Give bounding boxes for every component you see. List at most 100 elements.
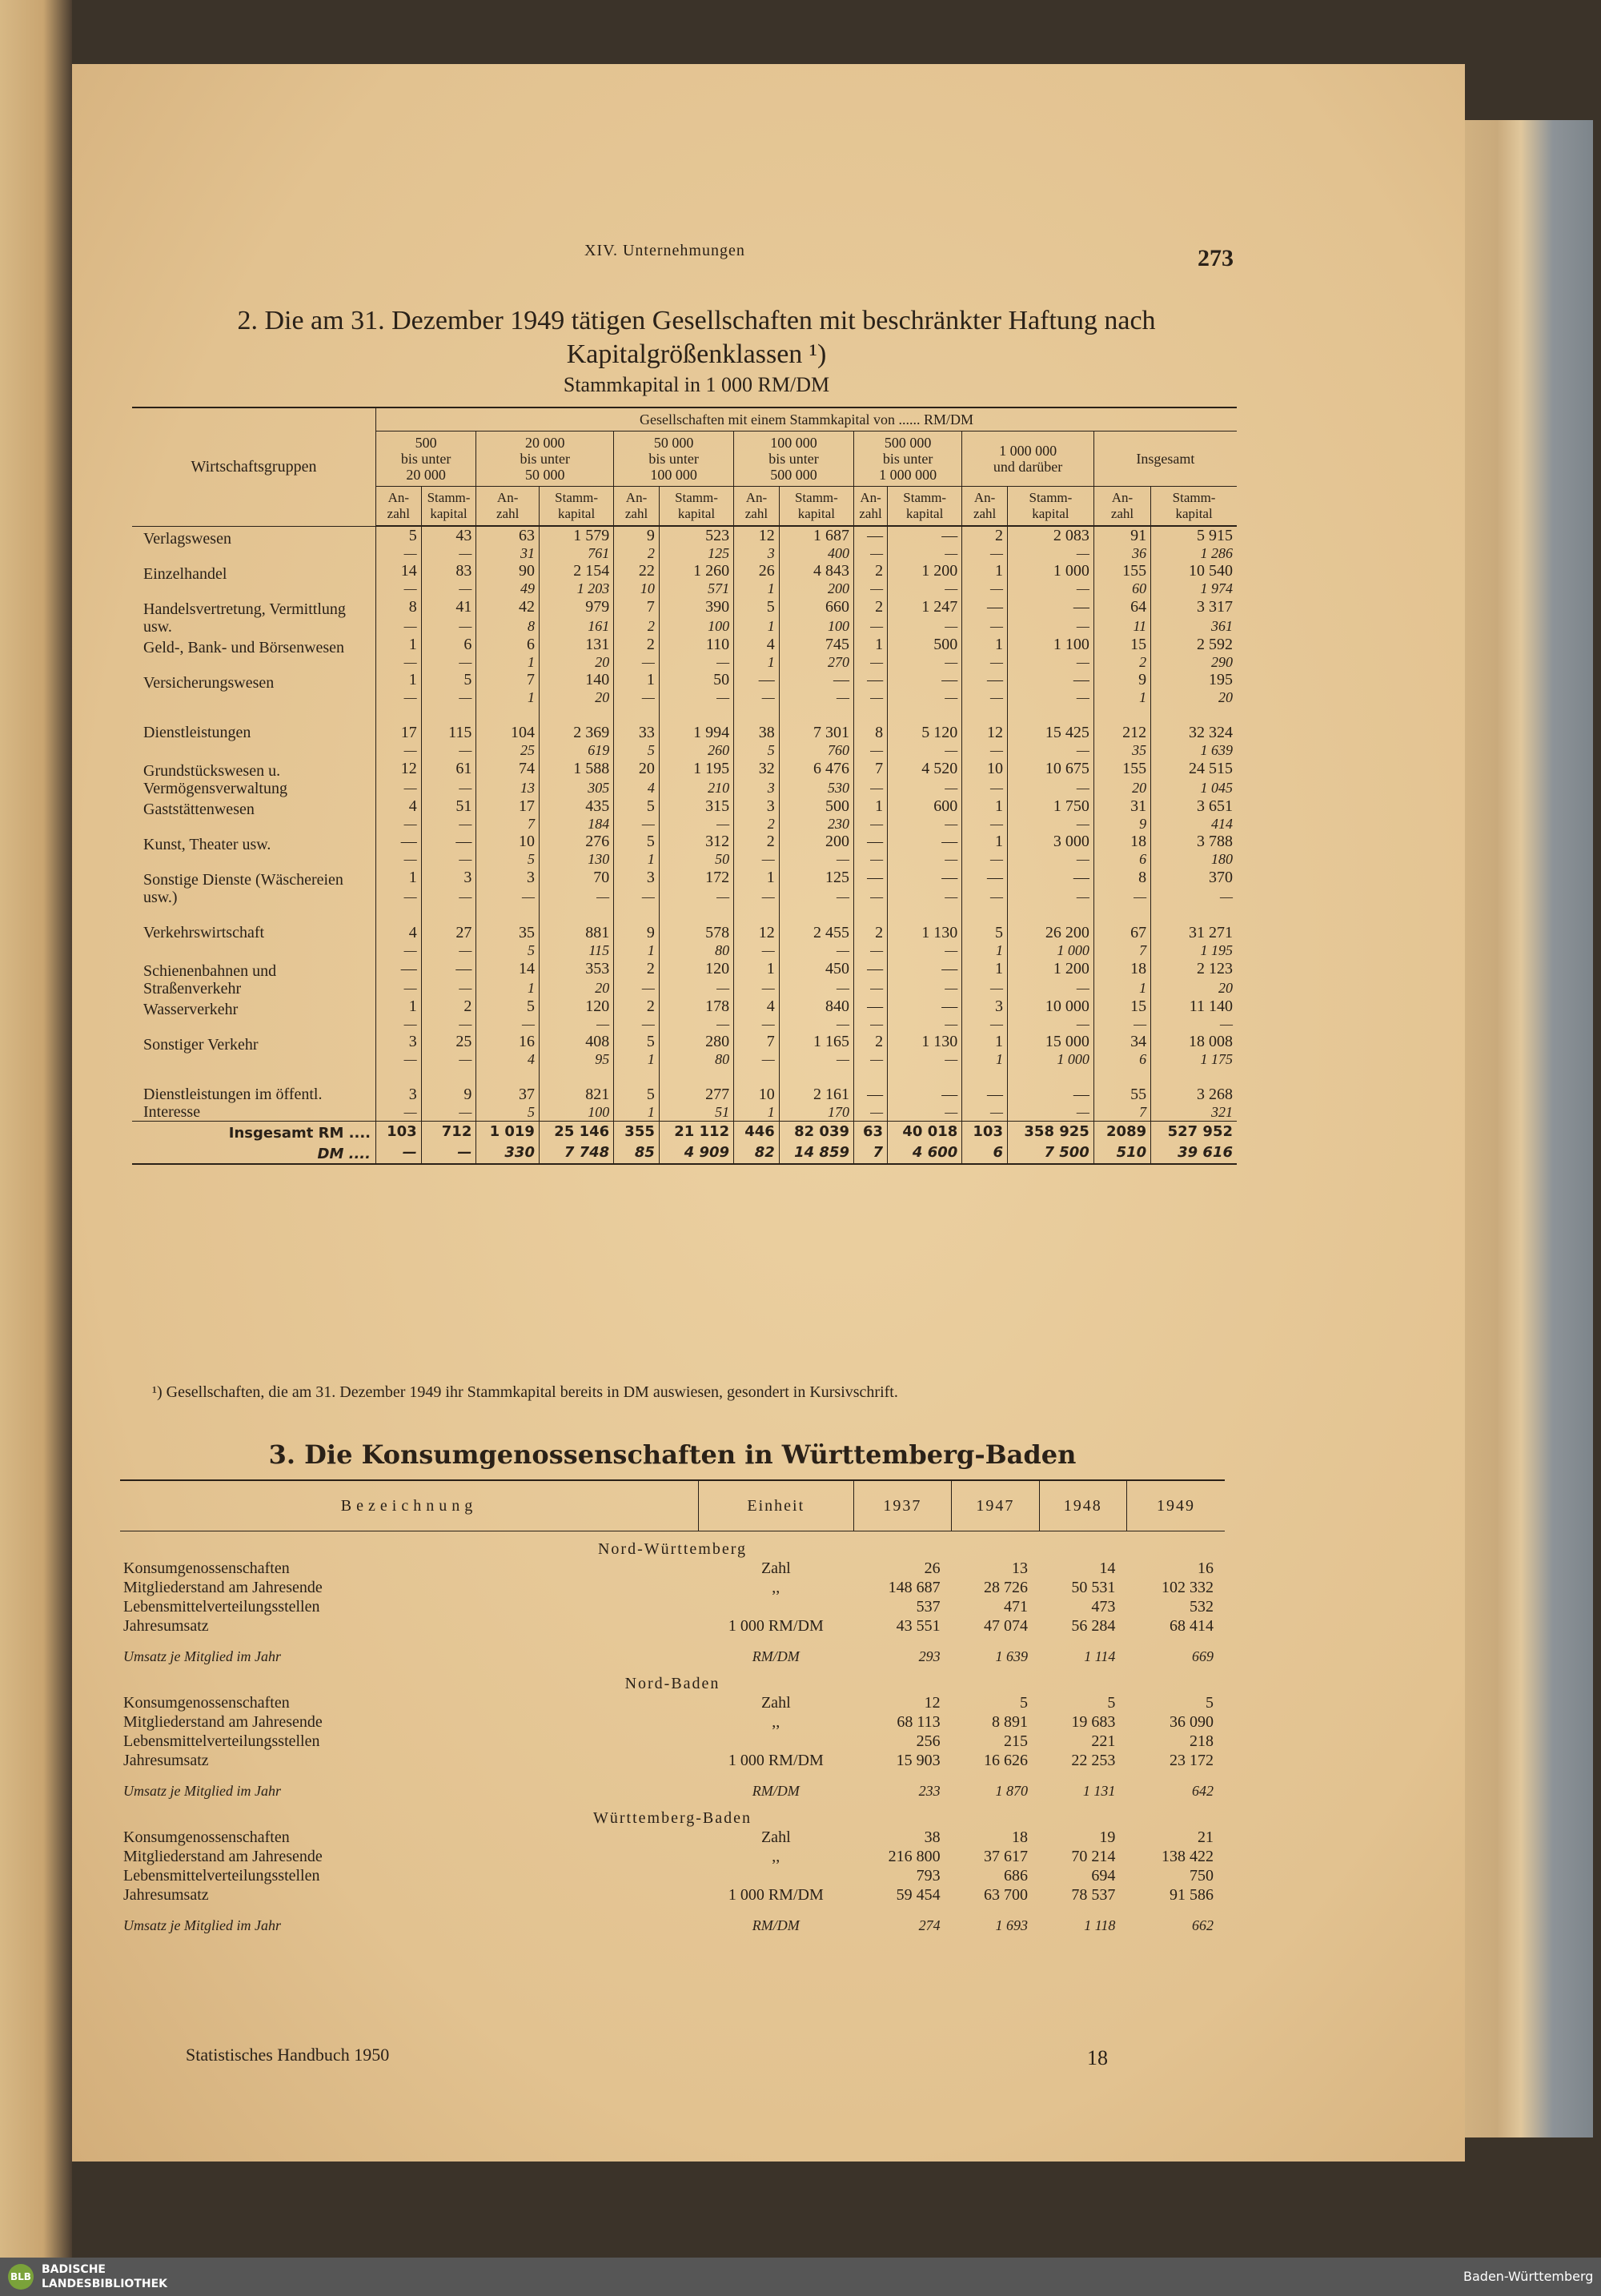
cell: — [733, 978, 780, 997]
cell: — [961, 1068, 1008, 1103]
cell: 37 [475, 1068, 540, 1103]
cell: 210 [658, 778, 734, 797]
cell: — [420, 616, 476, 636]
cell: — [658, 887, 734, 906]
cell: 68 113 [897, 1713, 941, 1731]
row-label: Sonstiger Verkehr [143, 1036, 259, 1054]
cell: 2 [853, 1033, 888, 1050]
cell: — [1006, 1103, 1094, 1122]
cell: 500 [778, 797, 854, 815]
column-header: 1947 [951, 1480, 1040, 1531]
chapter-header: XIV. Unternehmungen [584, 242, 745, 259]
cell: 110 [658, 636, 734, 653]
cell: — [853, 1103, 888, 1122]
cell: — [613, 688, 660, 706]
cell: 7 748 [538, 1142, 614, 1165]
cell: — [853, 653, 888, 671]
cell: 22 253 [1071, 1752, 1116, 1769]
cell: 571 [658, 580, 734, 597]
dm-row: — —1 20— —1 270— — — —2 290 [132, 653, 1237, 671]
cell: — [1150, 887, 1237, 906]
cell: 22 [613, 562, 660, 580]
section-row: Nord-Württemberg [120, 1531, 1225, 1559]
cell: — [375, 741, 422, 759]
cell: — [420, 1015, 476, 1033]
cell: — [887, 616, 962, 636]
cell: — [961, 850, 1008, 868]
cell: 95 [538, 1050, 614, 1068]
column-group: Insgesamt [1093, 431, 1237, 487]
data-row: Konsumgenossenschaften Zahl 12 5 5 5 [120, 1693, 1225, 1712]
cell: — [961, 580, 1008, 597]
row-label: Lebensmittelverteilungsstellen [123, 1598, 320, 1616]
cell: 1 [853, 636, 888, 653]
cell: 24 515 [1150, 759, 1237, 778]
table-title: 2. Die am 31. Dezember 1949 tätigen Gese… [237, 306, 1156, 369]
cell: 55 [1093, 1068, 1151, 1103]
cell: 10 675 [1006, 759, 1094, 778]
column-group: 50 000 bis unter 100 000 [613, 431, 734, 487]
cell: 2 [613, 997, 660, 1015]
cell: 11 [1093, 616, 1151, 636]
unit: 1 000 RM/DM [728, 1886, 824, 1904]
cell: — [1093, 1015, 1151, 1033]
cell: 32 324 [1150, 706, 1237, 741]
cell: 13 [475, 778, 540, 797]
cell: — [375, 833, 422, 850]
cell: 642 [1192, 1783, 1214, 1799]
cell: 686 [1004, 1867, 1029, 1885]
cell: 170 [778, 1103, 854, 1122]
cell: 1 175 [1150, 1050, 1237, 1068]
cell: 41 [420, 597, 476, 616]
cell: — [375, 688, 422, 706]
cell: 358 925 [1006, 1121, 1094, 1142]
cell: 6 [475, 636, 540, 653]
cell: 17 [375, 706, 422, 741]
unit: ,, [772, 1713, 780, 1731]
cell: 527 952 [1150, 1121, 1237, 1142]
cell: 120 [538, 997, 614, 1015]
cell: 35 [475, 906, 540, 941]
cell: 9 [613, 526, 660, 544]
cell: 26 [924, 1559, 941, 1577]
cell: — [1006, 741, 1094, 759]
cell: 290 [1150, 653, 1237, 671]
cell: 4 600 [887, 1142, 962, 1165]
cell: 120 [658, 959, 734, 978]
column-header: An- zahl [613, 486, 660, 527]
cell: 532 [1190, 1598, 1214, 1616]
cell: 19 683 [1071, 1713, 1116, 1731]
cell: — [475, 887, 540, 906]
cell: 16 [1198, 1559, 1214, 1577]
cell: 49 [475, 580, 540, 597]
cell: — [375, 653, 422, 671]
cell: 16 [475, 1033, 540, 1050]
total-row: DM .... — —330 7 748 85 4 909 82 14 859 7 4 600 6 7… [132, 1142, 1237, 1165]
data-row: Mitgliederstand am Jahresende,, 68 113 8 8… [120, 1712, 1225, 1732]
cell: 578 [658, 906, 734, 941]
cell: 6 476 [778, 759, 854, 778]
cell: 8 [475, 616, 540, 636]
cell: 200 [778, 833, 854, 850]
cell: 67 [1093, 906, 1151, 941]
cell: — [375, 616, 422, 636]
logo: BLB [8, 2264, 34, 2290]
cell: 42 [475, 597, 540, 616]
column-header: An- zahl [733, 486, 780, 527]
unit: Zahl [760, 1828, 791, 1846]
cell: 125 [778, 868, 854, 887]
cell: — [420, 833, 476, 850]
row-label: Sonstige Dienste (Wäschereien usw.) [143, 871, 343, 906]
cell: 1 [613, 850, 660, 868]
cell: 435 [538, 797, 614, 815]
footer-source: Statistisches Handbuch 1950 [186, 2045, 390, 2065]
cell: — [778, 978, 854, 997]
column-header: An- zahl [475, 486, 540, 527]
cell: — [961, 887, 1008, 906]
cell: — [538, 887, 614, 906]
cell: — [1006, 597, 1094, 616]
unit: Zahl [760, 1694, 791, 1712]
cell: 3 [733, 778, 780, 797]
cell: 1 130 [887, 1033, 962, 1050]
cell: 115 [538, 941, 614, 959]
